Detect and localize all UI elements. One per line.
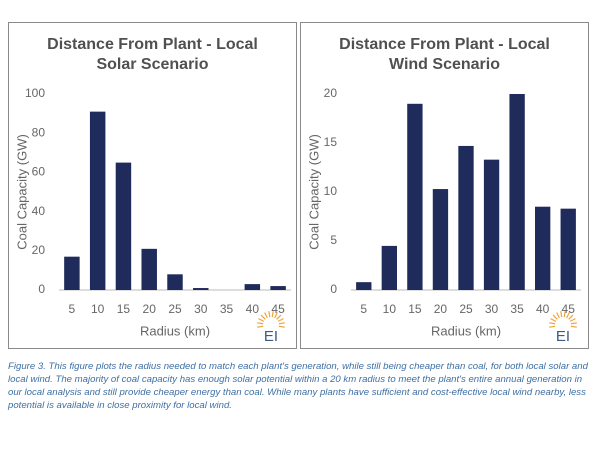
- y-tick-label: 20: [324, 86, 338, 100]
- x-tick-label: 20: [143, 302, 157, 316]
- x-tick-label: 15: [117, 302, 131, 316]
- bar: [356, 282, 372, 290]
- logo-ray: [278, 325, 285, 328]
- logo-ray: [566, 312, 570, 319]
- bar: [141, 248, 157, 290]
- bar: [535, 206, 551, 290]
- bar: [560, 208, 576, 290]
- y-tick-label: 10: [324, 184, 338, 198]
- logo-ray: [549, 325, 556, 328]
- logo-ray: [570, 325, 577, 328]
- x-tick-label: 35: [220, 302, 234, 316]
- chart: 0 20 40 60 80 100 5 10 15 20 25 30 35 40 45 Radius (km)…: [14, 86, 291, 345]
- x-tick-label: 25: [168, 302, 182, 316]
- y-tick-label: 60: [32, 165, 46, 179]
- bar: [115, 162, 132, 290]
- logo-ray: [257, 325, 264, 328]
- y-tick-label: 15: [324, 135, 338, 149]
- x-tick-label: 25: [459, 302, 473, 316]
- y-axis-label: Coal Capacity (GW): [14, 134, 29, 250]
- x-tick-label: 10: [91, 302, 105, 316]
- logo: EI: [556, 328, 570, 345]
- bar: [432, 189, 449, 290]
- logo-ray: [268, 311, 271, 318]
- y-tick-label: 0: [38, 282, 45, 296]
- x-tick-label: 15: [408, 302, 422, 316]
- logo-ray: [570, 322, 577, 325]
- x-tick-label: 40: [536, 302, 550, 316]
- chart-panel: Distance From Plant - Local Solar Scenar…: [8, 22, 297, 349]
- x-axis-label: Radius (km): [431, 323, 501, 338]
- y-tick-label: 0: [330, 282, 337, 296]
- logo-ray: [260, 314, 266, 320]
- logo-ray: [264, 312, 268, 319]
- bar: [270, 286, 286, 290]
- y-tick-label: 20: [32, 243, 46, 257]
- bar: [244, 284, 261, 290]
- logo-ray: [568, 314, 574, 320]
- bar: [167, 274, 183, 290]
- logo-ray: [258, 318, 265, 322]
- figure-caption: Figure 3. This figure plots the radius n…: [8, 361, 588, 411]
- x-tick-label: 20: [434, 302, 448, 316]
- x-tick-label: 30: [194, 302, 208, 316]
- logo-ray: [271, 311, 274, 318]
- y-tick-label: 80: [32, 125, 46, 139]
- logo-ray: [274, 312, 278, 319]
- y-tick-label: 5: [330, 233, 337, 247]
- logo-ray: [278, 322, 285, 325]
- bar: [509, 94, 525, 290]
- logo-ray: [277, 318, 284, 322]
- bar: [483, 159, 500, 290]
- x-tick-label: 10: [383, 302, 397, 316]
- bar: [407, 103, 423, 290]
- x-tick-label: 40: [246, 302, 260, 316]
- x-axis-label: Radius (km): [140, 323, 210, 338]
- bar: [381, 245, 397, 290]
- logo-ray: [556, 312, 560, 319]
- x-tick-label: 5: [69, 302, 76, 316]
- bar: [89, 111, 106, 290]
- y-tick-label: 40: [32, 204, 46, 218]
- logo-ray: [569, 318, 576, 322]
- x-tick-label: 30: [485, 302, 499, 316]
- logo-ray: [257, 322, 264, 325]
- logo-ray: [563, 311, 566, 318]
- logo-ray: [550, 318, 557, 322]
- logo-ray: [276, 314, 282, 320]
- bar: [64, 256, 80, 290]
- chart-title: Distance From Plant - Local Wind Scenari…: [339, 36, 550, 73]
- logo-ray: [549, 322, 556, 325]
- x-tick-label: 5: [360, 302, 367, 316]
- x-tick-label: 35: [510, 302, 524, 316]
- chart-panel: Distance From Plant - Local Wind Scenari…: [300, 22, 589, 349]
- y-axis-label: Coal Capacity (GW): [306, 134, 321, 250]
- bar: [193, 288, 209, 290]
- x-tick-label: 45: [271, 302, 285, 316]
- logo-ray: [552, 314, 558, 320]
- y-tick-label: 100: [25, 86, 45, 100]
- logo: EI: [264, 328, 278, 345]
- logo-ray: [560, 311, 563, 318]
- chart-title: Distance From Plant - Local Solar Scenar…: [47, 36, 258, 73]
- bar: [458, 145, 474, 290]
